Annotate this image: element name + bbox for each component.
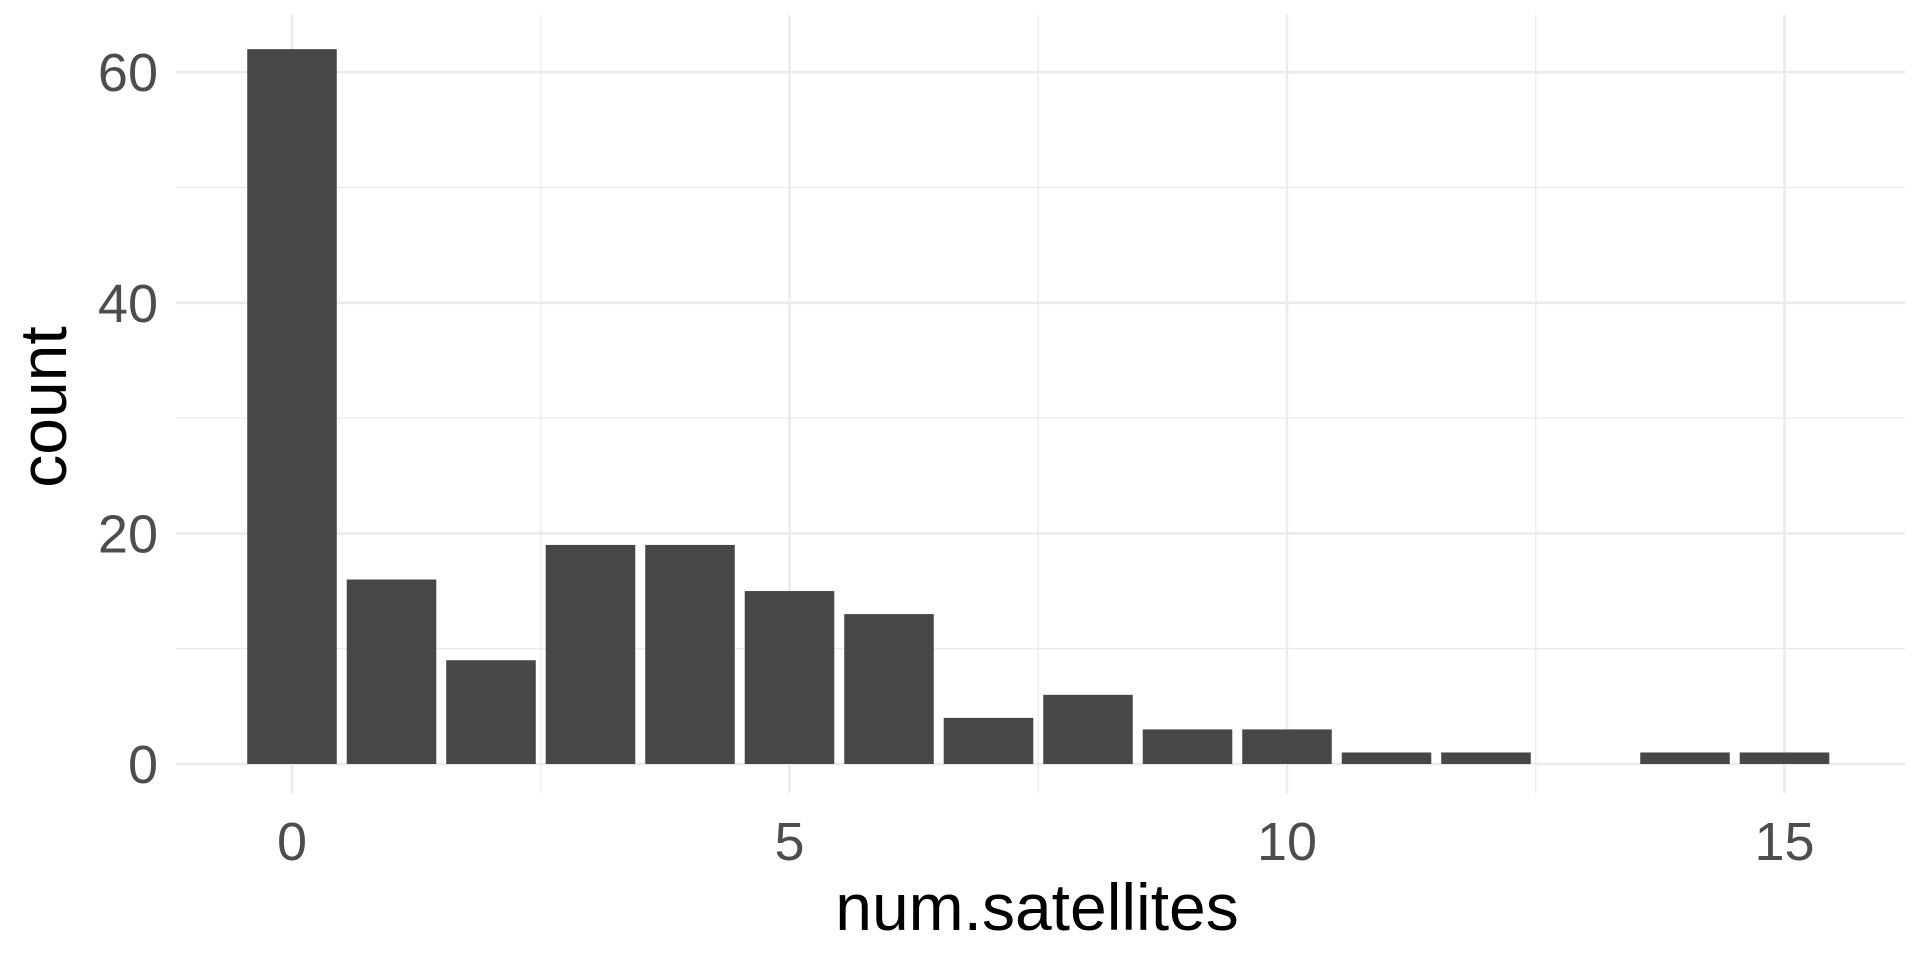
minor-gridlines: [176, 15, 1905, 793]
x-tick-label: 15: [1754, 812, 1814, 872]
bar-5: [744, 591, 835, 764]
bar-8: [1043, 694, 1133, 764]
x-tick-label: 0: [277, 812, 307, 872]
bar-3: [545, 544, 636, 764]
bar-7: [943, 717, 1034, 764]
y-tick-label: 20: [98, 504, 158, 564]
x-tick-label: 10: [1257, 812, 1317, 872]
bar-15: [1739, 752, 1830, 764]
y-tick-label: 60: [98, 43, 158, 103]
x-axis-tick-labels: 0 5 10 15: [277, 812, 1815, 872]
y-tick-label: 40: [98, 274, 158, 334]
bar-6: [844, 614, 934, 764]
bar-1: [346, 579, 437, 764]
bar-11: [1341, 752, 1432, 764]
bar-2: [446, 660, 536, 764]
y-tick-label: 0: [128, 735, 158, 795]
y-axis-title: count: [6, 326, 80, 487]
y-axis-tick-labels: 0 20 40 60: [98, 43, 158, 795]
x-axis-title: num.satellites: [835, 870, 1239, 944]
x-tick-label: 5: [774, 812, 804, 872]
bars: [247, 49, 1830, 764]
bar-9: [1142, 729, 1233, 764]
bar-12: [1441, 752, 1531, 764]
bar-14: [1640, 752, 1730, 764]
bar-10: [1242, 729, 1332, 764]
bar-0: [247, 49, 337, 764]
bar-4: [645, 544, 735, 764]
